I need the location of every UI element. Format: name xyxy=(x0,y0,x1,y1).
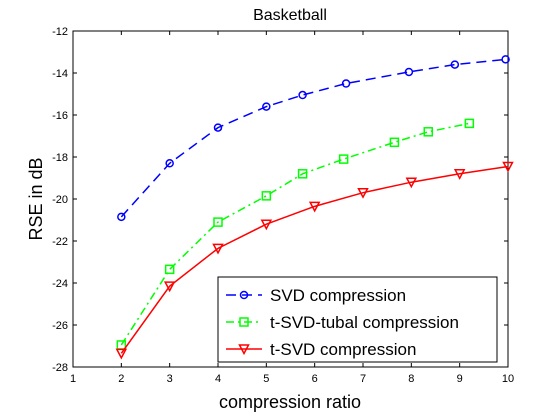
x-tick-label-4: 5 xyxy=(263,373,269,385)
series-2-point-1 xyxy=(163,281,176,293)
series-1-point-1 xyxy=(164,264,175,275)
y-tick-label-3: -18 xyxy=(52,152,68,164)
y-tick-label-1: -14 xyxy=(52,68,68,80)
series-2-point-7 xyxy=(453,169,466,180)
series-1-point-4 xyxy=(297,169,308,179)
series-0-point-0 xyxy=(117,212,126,222)
legend-marker-1 xyxy=(239,317,249,327)
series-0-point-5 xyxy=(341,79,351,88)
y-tick-label-8: -28 xyxy=(52,362,68,374)
legend-marker-2 xyxy=(238,344,250,356)
series-0-point-3 xyxy=(262,102,271,111)
x-tick-label-5: 6 xyxy=(312,373,318,385)
legend: SVD compression t-SVD-tubal compression t-… xyxy=(217,276,498,363)
series-0-point-8 xyxy=(501,55,510,64)
x-axis-label: compression ratio xyxy=(219,392,361,412)
series-2-point-2 xyxy=(212,243,224,255)
series-group xyxy=(115,55,514,360)
y-tick-label-6: -24 xyxy=(52,278,68,290)
x-tick-label-6: 7 xyxy=(360,373,366,385)
legend-label-2: t-SVD compression xyxy=(270,340,416,359)
legend-box xyxy=(217,276,498,363)
y-tick-label-0: -12 xyxy=(52,26,68,38)
series-1-point-8 xyxy=(464,118,475,129)
series-1-point-6 xyxy=(389,137,400,148)
series-1-point-7 xyxy=(423,127,433,137)
legend-marker-0 xyxy=(239,290,249,300)
y-tick-label-2: -16 xyxy=(52,110,68,122)
series-0-point-6 xyxy=(404,67,414,77)
series-line-1 xyxy=(120,122,470,346)
series-line-2 xyxy=(120,165,509,354)
x-tick-label-0: 1 xyxy=(70,373,76,385)
series-0-point-7 xyxy=(450,60,460,69)
x-tick-label-7: 8 xyxy=(408,373,414,385)
series-2-point-4 xyxy=(308,201,321,213)
legend-label-1: t-SVD-tubal compression xyxy=(270,313,459,332)
chart-title: Basketball xyxy=(253,7,327,24)
series-0-point-4 xyxy=(298,90,307,100)
legend-label-0: SVD compression xyxy=(270,286,406,305)
x-tick-label-3: 4 xyxy=(215,373,221,385)
axis-ticks: 1 2 3 4 5 6 7 8 9 10 -12 -14 -16 -18 -20 -22 -24 -26 -28 xyxy=(52,26,514,385)
y-tick-label-7: -26 xyxy=(52,320,68,332)
series-0-point-2 xyxy=(213,123,223,132)
series-2-point-3 xyxy=(260,219,273,231)
series-2-point-8 xyxy=(502,161,514,173)
series-1-point-5 xyxy=(338,154,349,164)
x-tick-label-1: 2 xyxy=(118,373,124,385)
x-tick-label-2: 3 xyxy=(167,373,173,385)
series-1-point-2 xyxy=(213,217,223,227)
y-axis-label: RSE in dB xyxy=(26,157,46,240)
series-0-point-1 xyxy=(165,159,174,168)
x-tick-label-8: 9 xyxy=(457,373,463,385)
series-2-point-0 xyxy=(115,348,128,360)
y-tick-label-5: -22 xyxy=(52,236,68,248)
y-tick-label-4: -20 xyxy=(52,194,68,206)
series-1-point-3 xyxy=(261,191,272,201)
x-tick-label-9: 10 xyxy=(502,373,514,385)
series-2-point-6 xyxy=(405,177,418,189)
series-2-point-5 xyxy=(357,187,369,199)
